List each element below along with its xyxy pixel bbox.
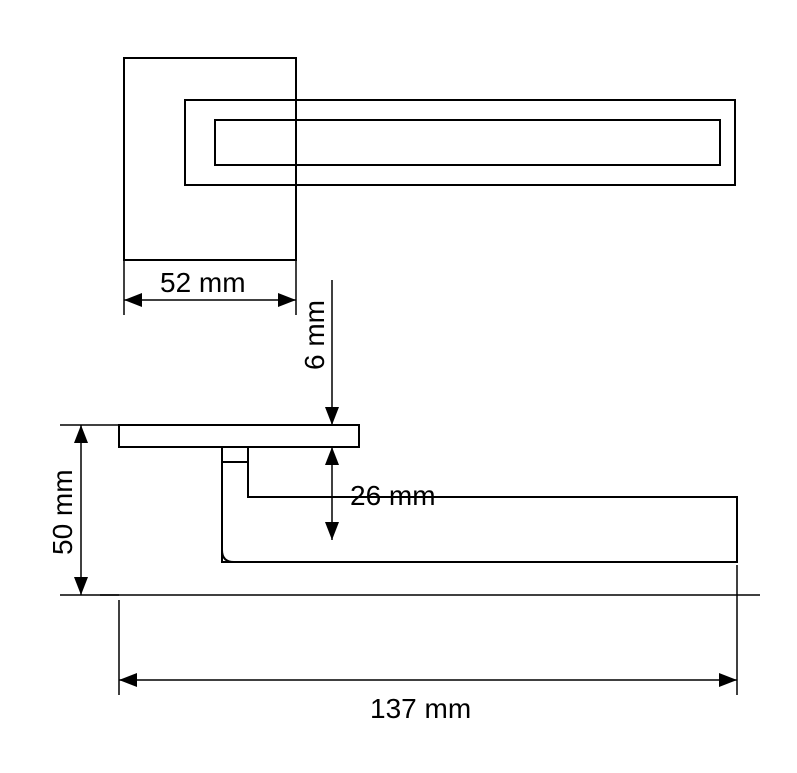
dim-137mm-label: 137 mm — [370, 693, 471, 724]
technical-drawing: 52 mm 6 mm 26 mm 50 mm — [0, 0, 797, 773]
handle-outer — [185, 100, 735, 185]
handle-inner — [215, 120, 720, 165]
rose-plate — [124, 58, 296, 260]
side-stem — [222, 462, 737, 562]
dim-52mm: 52 mm — [124, 260, 296, 315]
dim-50mm-label: 50 mm — [47, 469, 78, 555]
side-plate — [119, 425, 359, 447]
dim-50mm: 50 mm — [47, 425, 119, 595]
dim-137mm: 137 mm — [119, 565, 737, 724]
dim-52mm-label: 52 mm — [160, 267, 246, 298]
dim-26mm-label: 26 mm — [350, 480, 436, 511]
side-neck — [222, 447, 248, 462]
dim-26mm: 26 mm — [296, 447, 436, 540]
dim-6mm: 6 mm — [296, 280, 360, 447]
dim-6mm-label: 6 mm — [299, 300, 330, 370]
side-lever — [222, 462, 737, 562]
